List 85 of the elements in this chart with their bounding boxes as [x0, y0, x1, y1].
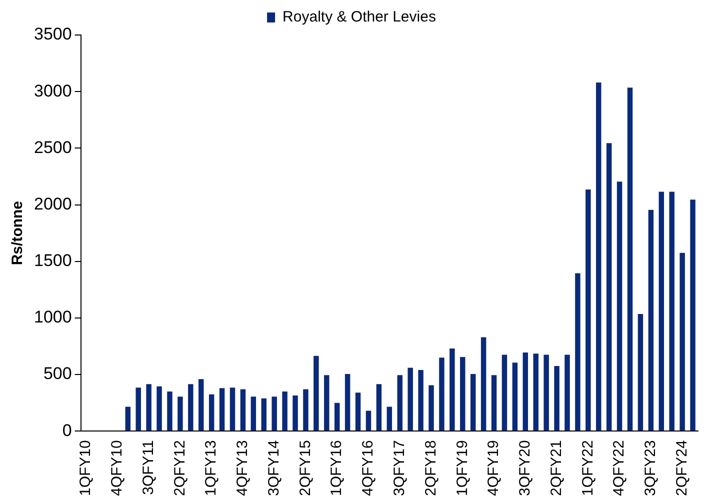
bar [544, 354, 549, 431]
y-tick-label: 2000 [34, 194, 72, 214]
bar [167, 392, 172, 431]
bar [292, 395, 298, 431]
y-tick-label: 2500 [34, 138, 72, 157]
x-tick-label: 3QFY14 [265, 440, 282, 496]
bar [575, 273, 580, 431]
bar [408, 368, 413, 431]
bar [533, 354, 538, 431]
bar [491, 375, 497, 431]
bar [638, 314, 644, 431]
bar [648, 210, 654, 431]
bar [272, 396, 277, 431]
bar [554, 366, 560, 431]
bar [386, 406, 392, 431]
x-tick-label: 4QFY19 [485, 440, 502, 496]
y-tick-label: 1000 [34, 308, 72, 327]
x-tick-label: 1QFY10 [77, 440, 94, 496]
x-tick-label: 2QFY24 [673, 440, 690, 496]
bar [616, 182, 622, 431]
bar [314, 356, 319, 431]
y-tick-label: 3500 [34, 24, 72, 44]
x-tick-label: 4QFY10 [108, 440, 126, 496]
bar [470, 374, 476, 431]
bar [564, 354, 570, 431]
bar [397, 375, 402, 431]
bar [136, 388, 141, 431]
bar [627, 88, 633, 431]
x-tick-label: 3QFY11 [140, 440, 157, 495]
x-tick-label: 1QFY13 [202, 440, 220, 496]
x-tick-label: 4QFY16 [360, 440, 377, 496]
bar [240, 389, 246, 431]
bar [156, 386, 162, 431]
bar [282, 392, 288, 431]
bar [344, 374, 350, 431]
bar [606, 143, 612, 431]
y-tick-label: 3000 [34, 81, 72, 100]
bar [690, 200, 696, 431]
bar [502, 354, 508, 431]
legend-label: Royalty & Other Levies [282, 8, 436, 26]
bar [188, 384, 194, 431]
bar [250, 396, 256, 431]
bar [586, 189, 591, 431]
bar [219, 388, 225, 431]
y-tick-label: 500 [43, 364, 72, 384]
x-tick-label: 3QFY20 [516, 440, 534, 496]
y-tick-label: 0 [62, 420, 72, 440]
bar [208, 394, 214, 431]
x-tick-label: 2QFY12 [171, 440, 188, 496]
bar [596, 82, 602, 431]
bar [439, 358, 444, 431]
bar [480, 337, 486, 431]
x-tick-label: 2QFY18 [422, 440, 440, 496]
bar [680, 252, 685, 431]
bar [366, 410, 372, 431]
bar [512, 362, 518, 431]
x-tick-label: 4QFY13 [234, 440, 252, 496]
bar [334, 402, 340, 431]
x-tick-label: 3QFY23 [642, 440, 660, 496]
bar [460, 357, 466, 431]
x-tick-label: 4QFY22 [610, 440, 628, 496]
x-tick-label: 1QFY19 [454, 440, 471, 496]
bar [669, 192, 674, 431]
bar [418, 370, 424, 431]
bar [125, 406, 131, 431]
bar [324, 375, 330, 431]
y-tick-label: 1500 [34, 251, 72, 270]
bar [522, 352, 528, 431]
bar [428, 385, 434, 431]
y-axis-title: Rs/tonne [9, 200, 26, 266]
bar [146, 384, 152, 431]
bar [355, 392, 361, 431]
x-tick-label: 2QFY15 [296, 440, 314, 496]
bar [261, 398, 266, 431]
x-tick-label: 3QFY17 [391, 440, 408, 496]
bar [230, 388, 236, 431]
bar [178, 396, 183, 431]
bar [303, 389, 308, 431]
x-tick-label: 1QFY16 [328, 440, 346, 496]
bar [198, 379, 204, 431]
bar [658, 192, 664, 431]
bar [376, 384, 382, 431]
x-tick-label: 2QFY21 [548, 440, 565, 496]
x-tick-label: 1QFY22 [579, 440, 596, 496]
bar [450, 348, 455, 431]
